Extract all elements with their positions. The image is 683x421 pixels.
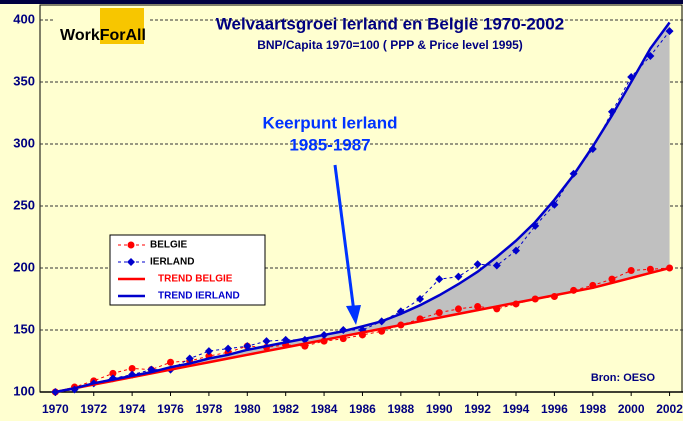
x-tick-label: 1984 <box>311 402 338 416</box>
x-tick-label: 1992 <box>464 402 491 416</box>
x-tick-label: 1970 <box>42 402 69 416</box>
logo-square <box>100 8 144 44</box>
x-tick-label: 1980 <box>234 402 261 416</box>
x-tick-label: 2002 <box>656 402 683 416</box>
x-tick-label: 1994 <box>503 402 530 416</box>
point <box>167 358 175 366</box>
annotation: 1985-1987 <box>289 135 370 154</box>
x-tick-label: 1972 <box>80 402 107 416</box>
point <box>416 295 425 303</box>
point <box>474 302 482 310</box>
legend-label: TREND BELGIE <box>158 274 233 285</box>
legend-label: TREND IERLAND <box>158 291 240 302</box>
point <box>512 246 521 255</box>
gap-area <box>55 22 670 392</box>
point <box>243 342 252 351</box>
x-tick-label: 1988 <box>387 402 414 416</box>
point <box>473 260 482 269</box>
legend-marker <box>127 258 135 266</box>
series-line <box>55 21 671 394</box>
point <box>608 275 616 283</box>
arrowhead <box>346 305 361 325</box>
x-tick-label: 1986 <box>349 402 376 416</box>
point <box>435 309 443 317</box>
point <box>435 275 444 284</box>
point <box>454 272 463 281</box>
arrow <box>333 164 356 313</box>
y-tick-label: 100 <box>13 383 35 398</box>
point <box>109 369 117 377</box>
point <box>185 354 194 363</box>
point <box>492 261 501 270</box>
x-tick-label: 1982 <box>272 402 299 416</box>
y-tick-label: 300 <box>13 135 35 150</box>
legend-label: IERLAND <box>150 257 194 268</box>
y-tick-label: 400 <box>13 11 35 26</box>
legend-box <box>109 234 266 306</box>
x-tick-label: 1998 <box>579 402 606 416</box>
plot-area <box>39 4 683 396</box>
point <box>627 266 635 274</box>
point <box>454 305 462 313</box>
logo: WorkForAll <box>60 27 146 44</box>
point <box>128 364 136 372</box>
x-tick-label: 1996 <box>541 402 568 416</box>
point <box>204 347 213 356</box>
source: Bron: OESO <box>591 372 656 384</box>
point <box>646 265 654 273</box>
x-tick-label: 1990 <box>426 402 453 416</box>
x-tick-label: 1976 <box>157 402 184 416</box>
legend-label: BELGIE <box>150 240 188 251</box>
x-tick-label: 1974 <box>119 402 146 416</box>
y-tick-label: 250 <box>13 197 35 212</box>
point <box>224 344 233 353</box>
point <box>262 337 271 346</box>
x-tick-label: 2000 <box>618 402 645 416</box>
y-tick-label: 150 <box>13 321 35 336</box>
legend-marker <box>127 241 135 249</box>
chart-title: Welvaartsgroei Ierland en België 1970-20… <box>216 14 564 33</box>
chart-subtitle: BNP/Capita 1970=100 ( PPP & Price level … <box>257 38 523 52</box>
x-tick-label: 1978 <box>196 402 223 416</box>
point <box>665 27 674 36</box>
y-tick-label: 350 <box>13 73 35 88</box>
series-line <box>55 266 670 394</box>
annotation: Keerpunt Ierland <box>262 113 397 132</box>
y-tick-label: 200 <box>13 259 35 274</box>
